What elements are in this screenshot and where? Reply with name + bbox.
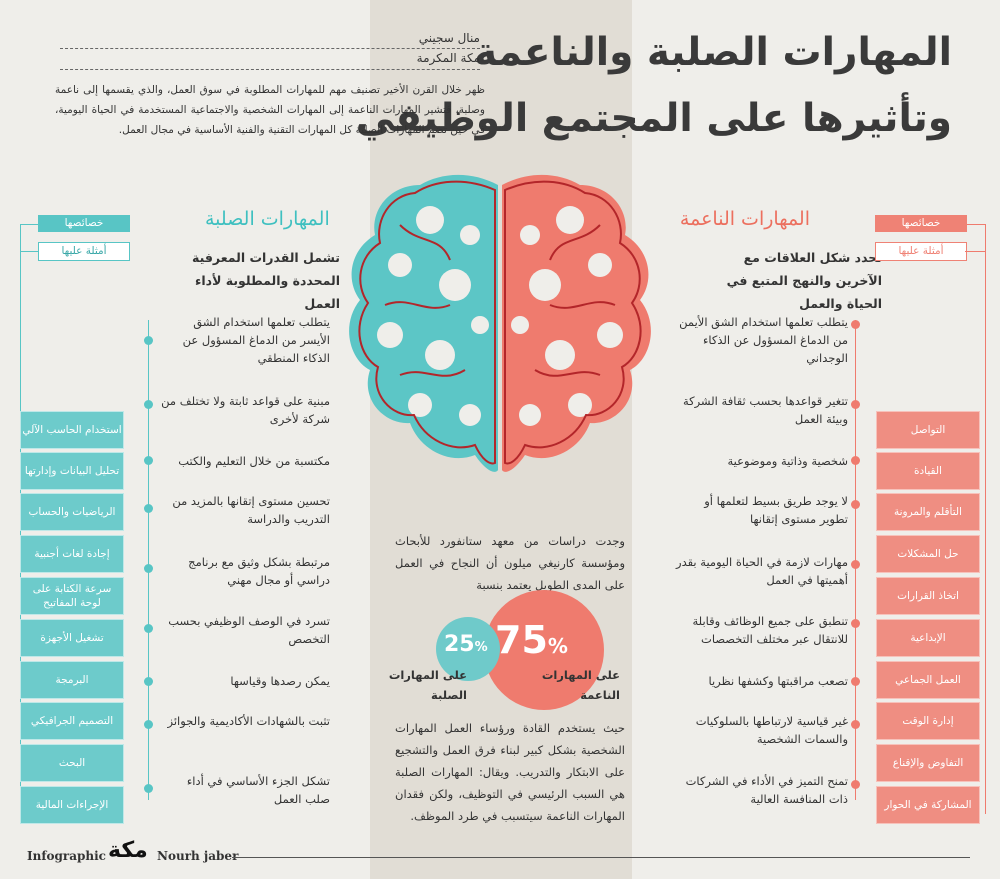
hard-property-item: مرتبطة بشكل وثيق مع برنامج دراسي أو مجال… bbox=[188, 555, 330, 587]
bullet-dot bbox=[851, 720, 860, 729]
hard-property-item: مبنية على قواعد ثابتة ولا تختلف من شركة … bbox=[161, 394, 330, 426]
soft-percentage-circle bbox=[484, 590, 604, 710]
soft-property-item: شخصية وذاتية وموضوعية bbox=[727, 454, 848, 468]
study-text: وجدت دراسات من معهد ستانفورد للأبحاث ومؤ… bbox=[395, 534, 625, 592]
hard-percentage-circle bbox=[436, 617, 500, 681]
hard-percentage-caption: على المهارات الصلبة bbox=[388, 668, 467, 702]
brain-left-hemisphere bbox=[349, 174, 498, 472]
hard-example-box: التصميم الجرافيكي bbox=[20, 702, 124, 740]
hard-property-item: تسرد في الوصف الوظيفي بحسب التخصص bbox=[168, 614, 330, 646]
soft-example-box: حل المشكلات bbox=[876, 535, 980, 573]
hard-timeline-line bbox=[148, 320, 149, 800]
hard-example-box: تحليل البيانات وإدارتها bbox=[20, 452, 124, 490]
percent-sign: % bbox=[547, 634, 568, 658]
brain-right-hemisphere bbox=[502, 174, 651, 472]
bullet-dot bbox=[144, 564, 153, 573]
soft-property-item: تنطبق على جميع الوظائف وقابلة للانتقال ع… bbox=[692, 614, 848, 646]
page-title: المهارات الصلبة والناعمة bbox=[474, 30, 952, 75]
hard-example-box: استخدام الحاسب الآلي bbox=[20, 411, 124, 449]
soft-properties-tag: خصائصها bbox=[875, 215, 967, 232]
designer-name: Nourh jaber bbox=[157, 849, 239, 863]
footer-rule bbox=[232, 857, 970, 858]
soft-example-box: إدارة الوقت bbox=[876, 702, 980, 740]
bullet-dot bbox=[144, 336, 153, 345]
hard-skills-subtitle: تشمل القدرات المعرفية المحددة والمطلوبة … bbox=[192, 250, 340, 311]
percent-sign: % bbox=[474, 640, 488, 655]
soft-property-item: تصعب مراقبتها وكشفها نظريا bbox=[708, 674, 848, 688]
hard-property-item: تحسين مستوى إتقانها بالمزيد من التدريب و… bbox=[172, 494, 330, 526]
bullet-dot bbox=[851, 560, 860, 569]
hard-example-box: الإجراءات المالية bbox=[20, 786, 124, 824]
soft-property-item: لا يوجد طريق بسيط لتعلمها أو تطوير مستوى… bbox=[704, 494, 848, 526]
bullet-dot bbox=[851, 619, 860, 628]
bullet-dot bbox=[851, 456, 860, 465]
soft-percentage: 75% bbox=[495, 618, 568, 662]
bullet-dot bbox=[144, 677, 153, 686]
soft-property-item: مهارات لازمة في الحياة اليومية بقدر أهمي… bbox=[676, 555, 848, 587]
soft-example-box: التواصل bbox=[876, 411, 980, 449]
conclusion-text: حيث يستخدم القادة ورؤساء العمل المهارات … bbox=[395, 721, 625, 823]
hard-properties-tag: خصائصها bbox=[38, 215, 130, 232]
bullet-dot bbox=[144, 400, 153, 409]
divider bbox=[60, 48, 480, 49]
hard-property-item: يمكن رصدها وقياسها bbox=[230, 674, 330, 688]
soft-example-box: التأقلم والمرونة bbox=[876, 493, 980, 531]
footer-label: Infographic bbox=[27, 849, 106, 863]
brain-illustration bbox=[349, 174, 651, 472]
hard-property-item: تشكل الجزء الأساسي في أداء صلب العمل bbox=[186, 774, 330, 806]
bullet-dot bbox=[144, 784, 153, 793]
hard-percentage: 25% bbox=[444, 632, 488, 657]
hard-example-box: الرياضيات والحساب bbox=[20, 493, 124, 531]
soft-example-box: القيادة bbox=[876, 452, 980, 490]
hard-bracket-top bbox=[20, 224, 38, 225]
hard-example-box: تشغيل الأجهزة bbox=[20, 619, 124, 657]
soft-skills-subtitle: تحدد شكل العلاقات مع الآخرين والنهج المت… bbox=[726, 250, 882, 311]
hard-example-box: البرمجة bbox=[20, 661, 124, 699]
brain-outline bbox=[358, 180, 642, 465]
bullet-dot bbox=[851, 500, 860, 509]
soft-percentage-value: 75 bbox=[495, 618, 548, 662]
bullet-dot bbox=[144, 456, 153, 465]
divider bbox=[60, 69, 480, 70]
hard-example-box: سرعة الكتابة على لوحة المفاتيح bbox=[20, 577, 124, 615]
bullet-dot bbox=[851, 320, 860, 329]
soft-bracket-line bbox=[985, 224, 986, 814]
soft-example-box: اتخاذ القرارات bbox=[876, 577, 980, 615]
hard-percentage-value: 25 bbox=[444, 632, 475, 657]
bullet-dot bbox=[851, 400, 860, 409]
soft-example-box: العمل الجماعي bbox=[876, 661, 980, 699]
hard-example-box: إجادة لغات أجنبية bbox=[20, 535, 124, 573]
bullet-dot bbox=[851, 780, 860, 789]
place-name: مكة المكرمة bbox=[416, 51, 480, 65]
bullet-dot bbox=[851, 677, 860, 686]
soft-example-box: المشاركة في الحوار bbox=[876, 786, 980, 824]
hard-skills-title: المهارات الصلبة bbox=[205, 208, 330, 230]
hard-property-item: تثبت بالشهادات الأكاديمية والجوائز bbox=[167, 714, 330, 728]
hard-property-item: يتطلب تعلمها استخدام الشق الأيسر من الدم… bbox=[182, 315, 330, 365]
soft-property-item: يتطلب تعلمها استخدام الشق الأيمن من الدم… bbox=[679, 315, 848, 365]
soft-bracket-mid bbox=[965, 251, 986, 252]
soft-percentage-caption: على المهارات الناعمة bbox=[541, 668, 620, 702]
soft-examples-tag: أمثلة عليها bbox=[875, 242, 967, 261]
hard-property-item: مكتسبة من خلال التعليم والكتب bbox=[178, 454, 330, 468]
soft-property-item: تمنح التميز في الأداء في الشركات ذات الم… bbox=[685, 774, 848, 806]
author-name: منال سجيني bbox=[418, 31, 480, 45]
bullet-dot bbox=[144, 624, 153, 633]
soft-example-box: الإبداعية bbox=[876, 619, 980, 657]
soft-skills-title: المهارات الناعمة bbox=[679, 208, 810, 230]
bullet-dot bbox=[144, 720, 153, 729]
bullet-dot bbox=[144, 504, 153, 513]
soft-property-item: تتغير قواعدها بحسب ثقافة الشركة وبيئة ال… bbox=[682, 394, 848, 426]
center-band bbox=[370, 0, 632, 879]
page-subtitle: وتأثيرها على المجتمع الوظيفي bbox=[355, 96, 952, 141]
intro-paragraph: ظهر خلال القرن الأخير تصنيف مهم للمهارات… bbox=[55, 84, 485, 136]
hard-example-box: البحث bbox=[20, 744, 124, 782]
hard-bracket-mid bbox=[20, 251, 38, 252]
soft-example-box: التفاوض والإقناع bbox=[876, 744, 980, 782]
hard-examples-tag: أمثلة عليها bbox=[38, 242, 130, 261]
makkah-logo: مكة bbox=[108, 838, 148, 863]
soft-bracket-top bbox=[967, 224, 986, 225]
soft-property-item: غير قياسية لارتباطها بالسلوكيات والسمات … bbox=[695, 714, 848, 746]
